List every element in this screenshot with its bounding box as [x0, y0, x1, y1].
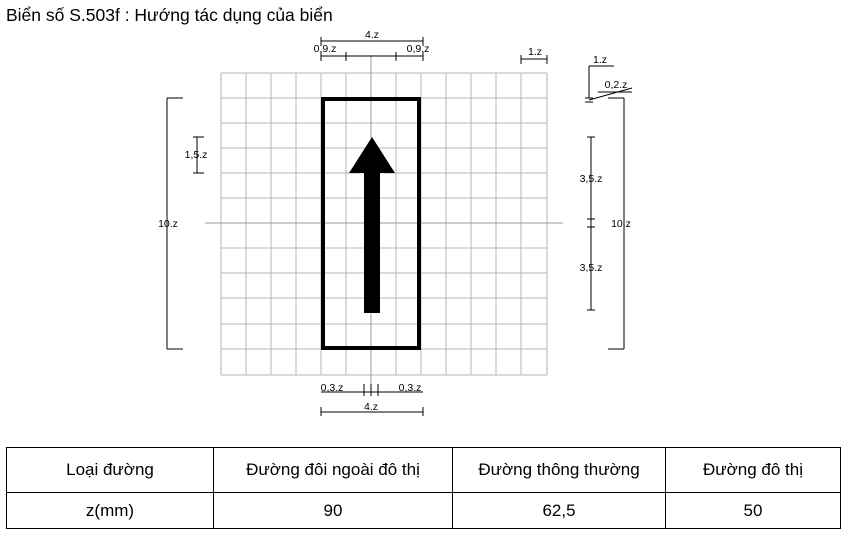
dim-top-width: 4.z — [365, 29, 379, 41]
dim-bottom-left: 0,3.z — [321, 382, 344, 394]
table-header-cell: Đường thông thường — [452, 447, 666, 493]
construction-grid — [220, 72, 548, 376]
table-cell: 50 — [665, 492, 841, 529]
dim-top-left: 0,9.z — [314, 43, 337, 55]
dim-left-10: 10.z — [158, 218, 178, 230]
dim-right-35-bottom: 3,5.z — [580, 262, 603, 274]
sign-drawing: 4.z 0,9.z 0,9.z 1.z 1.z 0,2.z 1,5.z 10.z… — [158, 29, 633, 416]
sign-title: Biển số S.503f : Hướng tác dụng của biển — [6, 5, 333, 25]
table-header-cell: Loại đường — [6, 447, 214, 493]
size-table: Loại đường Đường đôi ngoài đô thị Đường … — [6, 447, 841, 529]
center-lines — [205, 55, 563, 392]
dim-left-15: 1,5.z — [185, 149, 208, 161]
table-header-cell: Đường đôi ngoài đô thị — [213, 447, 453, 493]
dim-cell: 1.z — [528, 46, 542, 58]
dimension-lines — [166, 37, 633, 416]
table-row: z(mm) 90 62,5 50 — [6, 492, 841, 529]
dim-side-1: 1.z — [593, 54, 607, 66]
dim-side-02: 0,2.z — [605, 79, 628, 91]
dim-bottom-right: 0,3.z — [399, 382, 422, 394]
dim-top-right: 0,9.z — [407, 43, 430, 55]
dim-right-10: 10.z — [611, 218, 631, 230]
table-header-cell: Đường đô thị — [665, 447, 841, 493]
sign-border — [321, 97, 421, 350]
arrow-up-icon — [349, 137, 395, 313]
dim-bottom-width: 4.z — [364, 401, 378, 413]
table-cell: 90 — [213, 492, 453, 529]
dim-right-35-top: 3,5.z — [580, 173, 603, 185]
table-header-row: Loại đường Đường đôi ngoài đô thị Đường … — [6, 447, 841, 493]
table-cell: 62,5 — [452, 492, 666, 529]
table-cell: z(mm) — [6, 492, 214, 529]
